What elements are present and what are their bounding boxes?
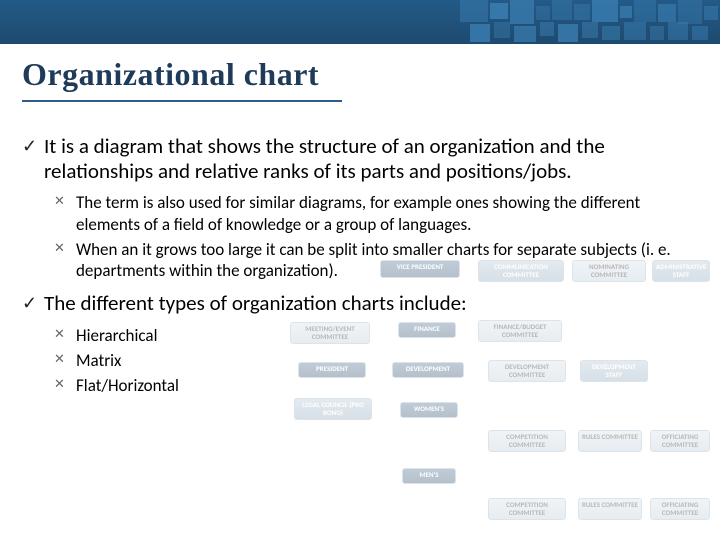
main-bullet: It is a diagram that shows the structure…: [22, 134, 698, 281]
sub-bullet: Matrix: [44, 350, 698, 371]
org-node: COMPETITION COMMITTEE: [488, 498, 566, 520]
org-node: OFFICIATING COMMITTEE: [650, 498, 710, 520]
org-node: COMPETITION COMMITTEE: [488, 430, 566, 452]
org-node: OFFICIATING COMMITTEE: [650, 430, 710, 452]
bullet-text: It is a diagram that shows the structure…: [44, 133, 605, 184]
sub-bullet: Flat/Horizontal: [44, 375, 698, 396]
org-node: MEN'S: [402, 468, 456, 484]
org-node: RULES COMMITTEE: [578, 430, 642, 452]
body-content: It is a diagram that shows the structure…: [22, 134, 698, 406]
page-title: Organizational chart: [22, 56, 319, 93]
main-bullet: The different types of organization char…: [22, 291, 698, 396]
sub-bullet: Hierarchical: [44, 325, 698, 346]
sub-bullet: The term is also used for similar diagra…: [44, 192, 698, 235]
header-decoration: [460, 0, 720, 44]
title-underline: [22, 100, 342, 102]
org-node: RULES COMMITTEE: [578, 498, 642, 520]
bullet-text: The different types of organization char…: [44, 290, 467, 316]
sub-bullet: When an it grows too large it can be spl…: [44, 239, 698, 282]
